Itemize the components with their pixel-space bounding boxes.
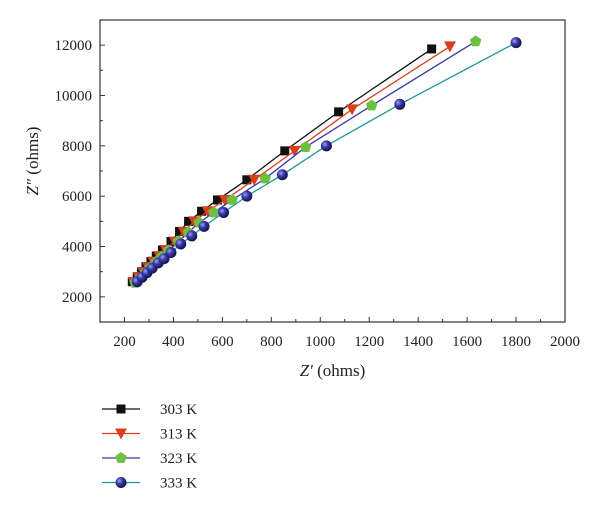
plot-frame (99, 19, 566, 323)
data-point (299, 141, 312, 152)
data-point (334, 107, 344, 117)
x-tick-label: 1000 (305, 334, 335, 350)
x-tick-label: 400 (162, 334, 185, 350)
series-2 (129, 35, 482, 288)
data-point (186, 230, 198, 242)
legend-item: 323 K (102, 451, 197, 467)
legend-marker (115, 452, 127, 463)
data-point (510, 37, 522, 49)
x-tick-label: 1400 (403, 334, 433, 350)
data-point (427, 44, 437, 54)
series-3 (131, 37, 522, 288)
y-axis-title: Z″ (ohms) (23, 127, 42, 196)
data-point (248, 174, 261, 186)
data-point (175, 226, 185, 236)
y-tick-label: 10000 (55, 89, 93, 105)
legend-label: 303 K (160, 402, 197, 418)
x-tick-label: 2000 (550, 334, 580, 350)
legend-marker (115, 477, 127, 488)
x-tick-label: 200 (113, 334, 136, 350)
data-point (288, 145, 301, 157)
data-point (242, 175, 252, 185)
y-axis-symbol: Z″ (23, 178, 42, 195)
y-axis-unit: (ohms) (23, 127, 42, 179)
data-point (184, 216, 194, 226)
x-axis-title: Z′ (ohms) (300, 361, 366, 380)
y-tick-label: 4000 (62, 240, 92, 256)
x-axis-unit: (ohms) (313, 361, 365, 380)
x-tick-label: 1800 (501, 334, 531, 350)
data-point (198, 220, 210, 232)
data-point (394, 98, 406, 110)
x-tick-label: 600 (211, 334, 234, 350)
data-point (280, 146, 290, 156)
plot-border (99, 19, 566, 323)
x-axis: 200 400 600 800 1000 1200 1400 1600 1800 2000 (99, 317, 580, 350)
data-point (218, 207, 230, 219)
data-point (365, 99, 378, 111)
data-point (197, 206, 207, 216)
data-point (166, 236, 176, 246)
legend-label: 313 K (160, 427, 197, 443)
y-tick-label: 12000 (55, 38, 93, 54)
data-point (259, 172, 271, 184)
data-point (175, 238, 187, 250)
x-tick-label: 1600 (452, 334, 482, 350)
legend-label: 323 K (160, 451, 197, 467)
legend-label: 333 K (160, 476, 197, 492)
data-point (241, 190, 253, 202)
data-point (208, 206, 220, 218)
legend-marker (115, 428, 127, 440)
data-point (320, 140, 332, 152)
y-axis: 2000 4000 6000 8000 10000 12000 (55, 19, 105, 323)
legend-marker (116, 404, 126, 414)
series-line (134, 40, 477, 284)
data-point (212, 195, 222, 205)
data-point (226, 193, 238, 205)
data-point (469, 35, 482, 47)
series-layer (127, 35, 522, 289)
series-1 (127, 41, 456, 289)
data-point (276, 169, 288, 181)
data-point (165, 247, 177, 259)
y-tick-label: 8000 (62, 139, 92, 155)
y-tick-label: 2000 (62, 290, 92, 306)
data-point (346, 104, 359, 116)
legend-item: 303 K (102, 402, 197, 418)
data-point (443, 41, 456, 53)
legend-item: 333 K (102, 476, 197, 492)
legend: 303 K 313 K 323 K 333 K (102, 402, 197, 492)
x-tick-label: 800 (260, 334, 283, 350)
series-line (136, 42, 517, 283)
y-tick-label: 6000 (62, 189, 92, 205)
x-axis-symbol: Z′ (300, 361, 313, 380)
legend-item: 313 K (102, 427, 197, 443)
x-tick-label: 1200 (354, 334, 384, 350)
